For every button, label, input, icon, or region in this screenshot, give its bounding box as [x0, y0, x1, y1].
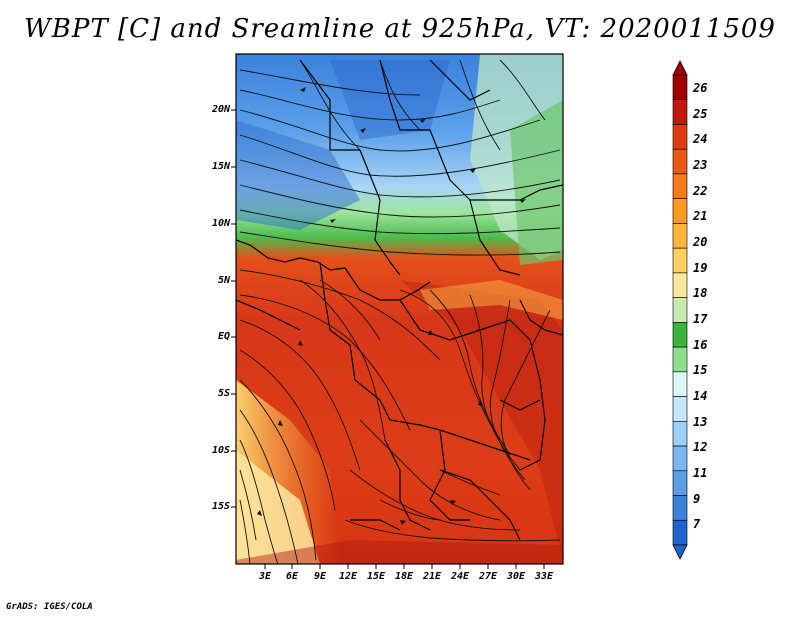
colorbar-label: 9	[693, 492, 701, 506]
colorbar-label: 24	[693, 132, 708, 146]
colorbar-bottom-arrow	[672, 544, 688, 560]
lat-label: 15S	[211, 501, 230, 512]
lon-label: 27E	[478, 571, 498, 582]
map-title: WBPT [C] and Sreamline at 925hPa, VT: 20…	[24, 14, 776, 44]
colorbar-label: 12	[693, 440, 708, 454]
lon-label: 30E	[506, 571, 526, 582]
country-borders	[236, 59, 563, 541]
lat-label: 15N	[211, 161, 230, 172]
axis-ticks	[231, 109, 545, 569]
colorbar-swatch	[672, 495, 688, 521]
colorbar-swatch	[672, 272, 688, 298]
colorbar-label: 14	[693, 389, 708, 403]
colorbar-label: 15	[693, 363, 708, 377]
colorbar-swatch	[672, 519, 688, 546]
lon-label: 3E	[258, 571, 272, 582]
colorbar-label: 18	[693, 286, 708, 300]
colorbar-label: 7	[693, 517, 701, 531]
colorbar-label: 23	[693, 158, 708, 172]
lon-label: 33E	[534, 571, 554, 582]
colorbar-swatch	[672, 297, 688, 323]
colorbar-swatch	[672, 470, 688, 496]
colorbar-label: 22	[693, 184, 708, 198]
lon-label: 9E	[313, 571, 327, 582]
colorbar-label: 21	[693, 209, 708, 223]
colorbar-label: 13	[693, 415, 708, 429]
lon-label: 21E	[422, 571, 442, 582]
colorbar-swatch	[672, 322, 688, 348]
lon-label: 24E	[450, 571, 470, 582]
colorbar-swatch	[672, 421, 688, 447]
colorbar-swatch	[672, 396, 688, 422]
colorbar	[672, 60, 688, 560]
lon-label: 15E	[366, 571, 386, 582]
lon-label: 12E	[338, 571, 358, 582]
lat-label: 10S	[211, 445, 230, 456]
lon-label: 6E	[285, 571, 299, 582]
colorbar-swatch	[672, 346, 688, 373]
colorbar-swatch	[672, 247, 688, 274]
colorbar-swatch	[672, 371, 688, 397]
colorbar-swatch	[672, 198, 688, 224]
colorbar-top-arrow	[672, 60, 688, 76]
colorbar-label: 11	[693, 466, 708, 480]
colorbar-label: 20	[693, 235, 708, 249]
colorbar-label: 25	[693, 107, 708, 121]
colorbar-label: 16	[693, 338, 708, 352]
lat-label: 20N	[211, 104, 230, 115]
colorbar-label: 26	[693, 81, 708, 95]
lat-label: 5N	[217, 275, 230, 286]
map-frame	[235, 53, 564, 565]
colorbar-label: 19	[693, 261, 708, 275]
lat-label: 5S	[217, 388, 230, 399]
colorbar-swatch	[672, 148, 688, 175]
colorbar-swatch	[672, 223, 688, 249]
lat-label: EQ	[217, 331, 230, 342]
credit-text: GrADS: IGES/COLA	[6, 602, 93, 612]
colorbar-label: 17	[693, 312, 708, 326]
colorbar-swatch	[672, 74, 688, 101]
lat-label: 10N	[211, 218, 230, 229]
lon-label: 18E	[394, 571, 414, 582]
colorbar-swatch	[672, 99, 688, 125]
colorbar-swatch	[672, 445, 688, 472]
colorbar-swatch	[672, 173, 688, 199]
colorbar-swatch	[672, 124, 688, 150]
